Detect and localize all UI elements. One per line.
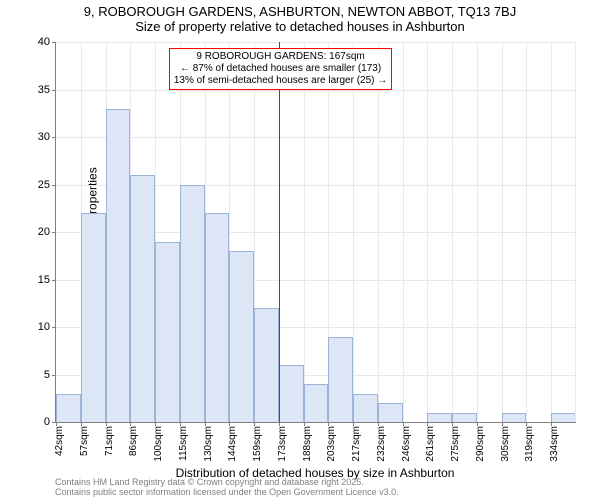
xtick-label: 144sqm bbox=[227, 426, 238, 462]
gridline-v bbox=[477, 42, 478, 422]
histogram-bar bbox=[304, 384, 329, 422]
chart-title-line2: Size of property relative to detached ho… bbox=[0, 19, 600, 34]
xtick-label: 319sqm bbox=[524, 426, 535, 462]
gridline-v bbox=[551, 42, 552, 422]
histogram-bar bbox=[155, 242, 180, 423]
ytick-label: 20 bbox=[38, 226, 50, 238]
ytick-label: 25 bbox=[38, 179, 50, 191]
xtick-label: 71sqm bbox=[104, 426, 115, 456]
xtick-label: 57sqm bbox=[79, 426, 90, 456]
ytick-mark bbox=[52, 327, 56, 328]
xtick-label: 100sqm bbox=[153, 426, 164, 462]
histogram-bar bbox=[254, 308, 279, 422]
xtick-label: 159sqm bbox=[252, 426, 263, 462]
ytick-mark bbox=[52, 280, 56, 281]
annotation-line: 13% of semi-detached houses are larger (… bbox=[174, 75, 387, 87]
histogram-bar bbox=[502, 413, 527, 423]
chart-title-line1: 9, ROBOROUGH GARDENS, ASHBURTON, NEWTON … bbox=[0, 0, 600, 19]
ytick-label: 40 bbox=[38, 36, 50, 48]
annotation-box: 9 ROBOROUGH GARDENS: 167sqm← 87% of deta… bbox=[169, 48, 392, 90]
histogram-bar bbox=[551, 413, 576, 423]
gridline-v bbox=[502, 42, 503, 422]
xtick-label: 130sqm bbox=[203, 426, 214, 462]
ytick-mark bbox=[52, 185, 56, 186]
xtick-label: 334sqm bbox=[549, 426, 560, 462]
ytick-mark bbox=[52, 90, 56, 91]
gridline-v bbox=[452, 42, 453, 422]
xtick-label: 86sqm bbox=[128, 426, 139, 456]
annotation-line: ← 87% of detached houses are smaller (17… bbox=[174, 63, 387, 75]
ytick-mark bbox=[52, 232, 56, 233]
annotation-line: 9 ROBOROUGH GARDENS: 167sqm bbox=[174, 51, 387, 63]
xtick-label: 203sqm bbox=[326, 426, 337, 462]
xtick-label: 173sqm bbox=[277, 426, 288, 462]
xtick-label: 217sqm bbox=[351, 426, 362, 462]
footer-attribution: Contains HM Land Registry data © Crown c… bbox=[55, 478, 399, 498]
gridline-v bbox=[378, 42, 379, 422]
plot-area: 051015202530354042sqm57sqm71sqm86sqm100s… bbox=[55, 42, 576, 423]
xtick-label: 115sqm bbox=[178, 426, 189, 461]
gridline-v bbox=[526, 42, 527, 422]
ytick-mark bbox=[52, 375, 56, 376]
ytick-mark bbox=[52, 137, 56, 138]
gridline-v bbox=[427, 42, 428, 422]
ytick-label: 30 bbox=[38, 131, 50, 143]
histogram-bar bbox=[130, 175, 155, 422]
xtick-label: 261sqm bbox=[425, 426, 436, 462]
histogram-bar bbox=[205, 213, 230, 422]
gridline-v bbox=[403, 42, 404, 422]
histogram-bar bbox=[56, 394, 81, 423]
xtick-label: 232sqm bbox=[376, 426, 387, 462]
xtick-label: 188sqm bbox=[302, 426, 313, 462]
gridline-v bbox=[304, 42, 305, 422]
gridline-v bbox=[575, 42, 576, 422]
xtick-label: 305sqm bbox=[500, 426, 511, 462]
ytick-label: 35 bbox=[38, 84, 50, 96]
ytick-label: 5 bbox=[44, 369, 50, 381]
histogram-bar bbox=[353, 394, 378, 423]
ytick-mark bbox=[52, 42, 56, 43]
histogram-bar bbox=[81, 213, 106, 422]
marker-line bbox=[279, 42, 280, 422]
histogram-bar bbox=[328, 337, 353, 423]
ytick-label: 0 bbox=[44, 416, 50, 428]
ytick-label: 15 bbox=[38, 274, 50, 286]
histogram-bar bbox=[180, 185, 205, 423]
xtick-label: 275sqm bbox=[450, 426, 461, 462]
histogram-bar bbox=[427, 413, 452, 423]
ytick-label: 10 bbox=[38, 321, 50, 333]
histogram-bar bbox=[279, 365, 304, 422]
gridline-v bbox=[353, 42, 354, 422]
xtick-label: 246sqm bbox=[401, 426, 412, 462]
chart-container: 9, ROBOROUGH GARDENS, ASHBURTON, NEWTON … bbox=[0, 0, 600, 500]
histogram-bar bbox=[106, 109, 131, 423]
gridline-h bbox=[56, 137, 576, 138]
gridline-h bbox=[56, 42, 576, 43]
xtick-label: 290sqm bbox=[475, 426, 486, 462]
histogram-bar bbox=[229, 251, 254, 422]
xtick-label: 42sqm bbox=[54, 426, 65, 456]
footer-line2: Contains public sector information licen… bbox=[55, 488, 399, 498]
histogram-bar bbox=[378, 403, 403, 422]
histogram-bar bbox=[452, 413, 477, 423]
